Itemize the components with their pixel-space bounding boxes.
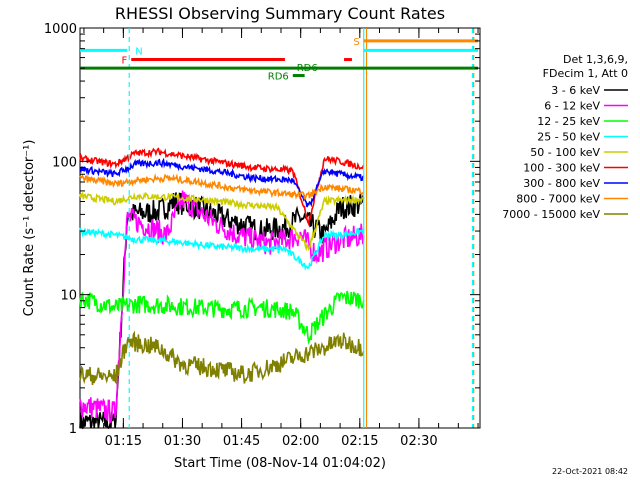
series-line: [79, 290, 365, 345]
legend-entry-label: 300 - 800 keV: [523, 177, 600, 190]
x-tick-label: 02:00: [282, 434, 319, 449]
y-tick-label: 1: [69, 422, 77, 437]
flag-label: S: [353, 37, 359, 48]
legend-entry-label: 7000 - 15000 keV: [502, 208, 600, 221]
y-axis-label: Count Rate (s⁻¹ detector⁻¹): [22, 140, 37, 317]
legend-entry-label: 3 - 6 keV: [551, 84, 600, 97]
legend-header-line: FDecim 1, Att 0: [543, 67, 628, 80]
series-line: [79, 191, 365, 252]
legend: Det 1,3,6,9, FDecim 1, Att 0 3 - 6 keV 6 …: [502, 53, 628, 221]
axis-layer: 1 10 100 1000 01:15 01:30 01:45 02:00 02:15 02:30: [44, 22, 480, 449]
series-line: [79, 330, 365, 386]
legend-entry-label: 800 - 7000 keV: [516, 193, 600, 206]
series-line: [79, 157, 365, 208]
y-tick-label: 10: [60, 289, 77, 304]
legend-header-line: Det 1,3,6,9,: [563, 53, 628, 66]
legend-entry-label: 25 - 50 keV: [537, 131, 600, 144]
series-layer: [79, 147, 365, 430]
legend-entry-label: 6 - 12 keV: [544, 100, 600, 113]
series-line: [79, 227, 365, 271]
y-tick-label: 100: [52, 155, 77, 170]
footer-timestamp: 22-Oct-2021 08:42: [552, 467, 628, 476]
x-tick-label: 01:15: [105, 434, 142, 449]
legend-entry-label: 50 - 100 keV: [530, 146, 600, 159]
flag-label: F: [121, 56, 127, 67]
x-tick-label: 02:15: [341, 434, 378, 449]
x-axis-label: Start Time (08-Nov-14 01:04:02): [174, 456, 386, 471]
flag-label: RD6: [268, 72, 289, 83]
flag-layer: NF RD6 RD6 S: [80, 28, 479, 428]
flag-label: RD6: [297, 63, 318, 74]
chart-title: RHESSI Observing Summary Count Rates: [115, 4, 445, 23]
x-tick-label: 01:30: [164, 434, 201, 449]
x-tick-label: 02:30: [400, 434, 437, 449]
y-tick-label: 1000: [44, 22, 77, 37]
legend-entry-label: 12 - 25 keV: [537, 115, 600, 128]
flag-label: N: [135, 46, 142, 57]
legend-entry-label: 100 - 300 keV: [523, 162, 600, 175]
series-line: [79, 173, 365, 200]
x-tick-label: 01:45: [223, 434, 260, 449]
